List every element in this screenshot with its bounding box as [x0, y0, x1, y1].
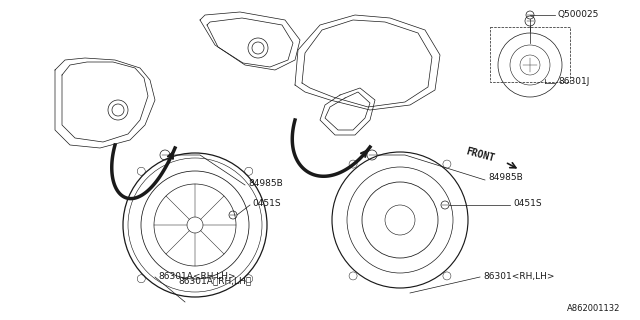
Text: 86301J: 86301J	[558, 77, 589, 86]
Text: 0451S: 0451S	[252, 199, 280, 209]
Bar	[490, 27, 570, 82]
Text: 84985B: 84985B	[488, 173, 523, 182]
Text: 86301A<RH,LH>: 86301A<RH,LH>	[158, 273, 236, 282]
Text: Q500025: Q500025	[558, 10, 600, 19]
Text: FRONT: FRONT	[465, 146, 496, 164]
Text: 86301<RH,LH>: 86301<RH,LH>	[483, 273, 554, 282]
Text: 0451S: 0451S	[513, 199, 541, 209]
Text: 86301A〈RH,LH〉: 86301A〈RH,LH〉	[178, 276, 251, 285]
Text: 84985B: 84985B	[248, 179, 283, 188]
Text: A862001132: A862001132	[566, 304, 620, 313]
